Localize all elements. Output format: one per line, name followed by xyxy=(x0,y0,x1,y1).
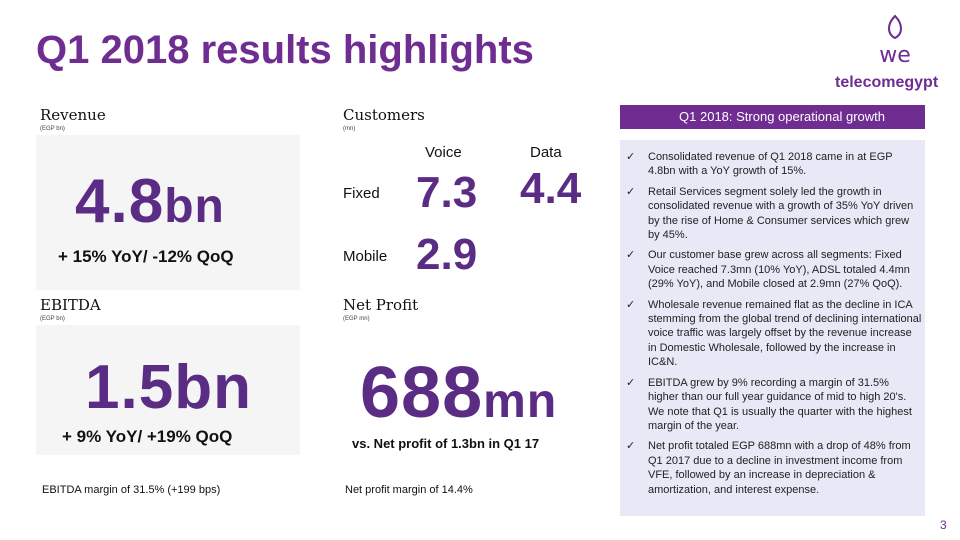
suffix: mn xyxy=(483,375,558,428)
bullet: Retail Services segment solely led the g… xyxy=(622,185,922,243)
logo-icon: we xyxy=(879,14,911,68)
bullet: Our customer base grew across all segmen… xyxy=(622,248,922,291)
revenue-value: 4.8bn xyxy=(75,166,225,237)
ebitda-change: + 9% YoY/ +19% QoQ xyxy=(62,427,233,446)
bullet: EBITDA grew by 9% recording a margin of … xyxy=(622,376,922,434)
logo-mark: we xyxy=(879,43,911,68)
column-head: Data xyxy=(530,144,562,161)
value: 1.5 xyxy=(85,353,175,422)
customer-value: 2.9 xyxy=(416,230,478,279)
customer-value: 7.3 xyxy=(416,168,478,217)
value: 4.8 xyxy=(75,167,165,236)
ebitda-note: EBITDA margin of 31.5% (+199 bps) xyxy=(42,484,221,496)
ebitda-label: EBITDA xyxy=(40,296,101,314)
revenue-panel xyxy=(36,135,300,290)
value: 688 xyxy=(360,353,484,433)
net-profit-change: vs. Net profit of 1.3bn in Q1 17 xyxy=(352,436,540,451)
ebitda-panel xyxy=(36,325,300,455)
page-number: 3 xyxy=(940,518,947,532)
row-label: Mobile xyxy=(343,248,388,265)
revenue-change: + 15% YoY/ -12% QoQ xyxy=(58,247,234,266)
bullet: Net profit totaled EGP 688mn with a drop… xyxy=(622,439,922,497)
customers-label: Customers xyxy=(343,106,425,124)
bullet: Consolidated revenue of Q1 2018 came in … xyxy=(622,150,922,179)
net-profit-value: 688mn xyxy=(360,352,557,434)
sidebar-title: Q1 2018: Strong operational growth xyxy=(620,105,925,129)
net-profit-label: Net Profit xyxy=(343,296,419,314)
bullet-list: Consolidated revenue of Q1 2018 came in … xyxy=(622,150,922,503)
net-profit-unit: (EGP mn) xyxy=(343,316,370,322)
bullet: Wholesale revenue remained flat as the d… xyxy=(622,298,922,370)
logo-text: telecomegypt xyxy=(835,74,939,91)
revenue-label: Revenue xyxy=(40,106,106,124)
column-head: Voice xyxy=(425,144,462,161)
revenue-unit: (EGP bn) xyxy=(40,126,65,132)
row-label: Fixed xyxy=(343,185,380,202)
slide-title: Q1 2018 results highlights xyxy=(36,28,534,72)
customer-value: 4.4 xyxy=(520,164,582,213)
ebitda-value: 1.5bn xyxy=(85,352,252,423)
suffix: bn xyxy=(164,180,225,233)
customers-unit: (mn) xyxy=(343,126,356,132)
ebitda-unit: (EGP bn) xyxy=(40,316,65,322)
net-profit-note: Net profit margin of 14.4% xyxy=(345,484,473,496)
suffix: bn xyxy=(174,353,252,422)
